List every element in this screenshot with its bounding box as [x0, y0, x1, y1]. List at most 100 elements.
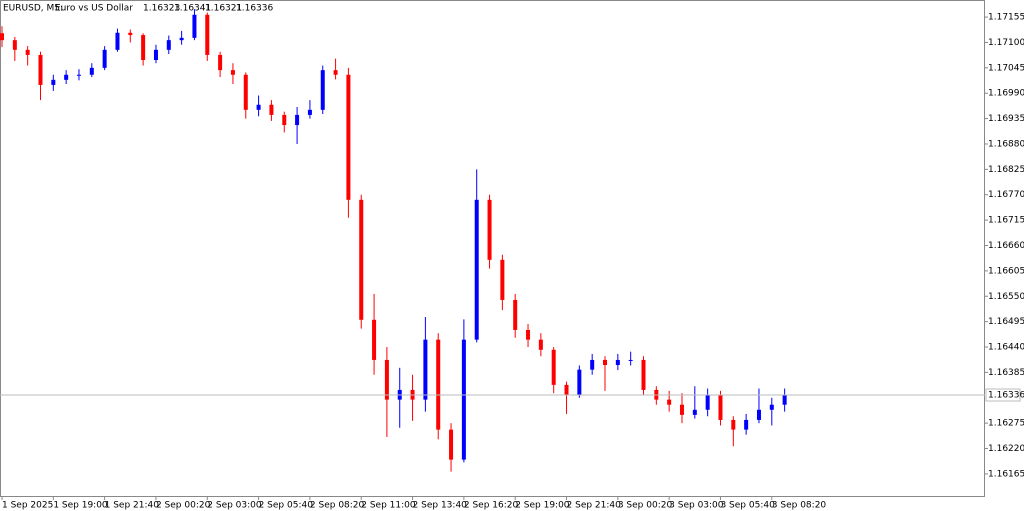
candle-body: [577, 369, 582, 396]
candle-body: [179, 37, 184, 41]
candle-body: [705, 395, 710, 410]
last-close: 1.16336: [236, 4, 273, 14]
candle-body: [436, 339, 441, 430]
candle-body: [295, 114, 300, 126]
candle-body: [102, 49, 107, 68]
candle-body: [0, 33, 4, 41]
candle-body: [590, 359, 595, 370]
y-tick-label: 1.16825: [988, 165, 1024, 175]
price-label: 1.16336: [988, 391, 1024, 401]
x-tick-label: 2 Sep 21:40: [567, 501, 622, 511]
x-tick-label: 3 Sep 00:20: [618, 501, 673, 511]
candle-body: [782, 395, 787, 405]
y-tick-label: 1.17155: [988, 13, 1024, 23]
last-open: 1.16323: [143, 4, 180, 14]
candle-body: [731, 419, 736, 430]
y-tick-label: 1.16495: [988, 317, 1024, 327]
candle-body: [76, 74, 81, 76]
candle-body: [756, 409, 761, 420]
y-tick-label: 1.16385: [988, 368, 1024, 378]
candle-body: [744, 419, 749, 430]
candle-body: [461, 339, 466, 460]
candle-body: [474, 199, 479, 340]
candle-body: [423, 339, 428, 400]
y-tick-label: 1.16220: [988, 444, 1024, 454]
candle-body: [641, 359, 646, 390]
x-tick-label: 3 Sep 08:20: [772, 501, 827, 511]
y-tick-label: 1.16440: [988, 343, 1024, 353]
candle-body: [307, 109, 312, 115]
y-tick-label: 1.16715: [988, 216, 1024, 226]
candle-body: [141, 35, 146, 60]
candle-body: [320, 70, 325, 110]
candle-body: [538, 339, 543, 350]
candle-body: [25, 49, 30, 55]
candle-body: [718, 395, 723, 420]
candle-body: [487, 199, 492, 260]
candle-body: [115, 32, 120, 50]
candle-body: [269, 104, 274, 115]
x-tick-label: 2 Sep 00:20: [156, 501, 211, 511]
y-tick-label: 1.16935: [988, 114, 1024, 124]
y-tick-label: 1.17100: [988, 38, 1024, 48]
x-tick-label: 2 Sep 11:00: [361, 501, 416, 511]
plot-frame: [0, 0, 985, 497]
candle-body: [692, 409, 697, 415]
y-tick-label: 1.16770: [988, 190, 1024, 200]
x-tick-label: 1 Sep 2025: [2, 501, 53, 511]
x-tick-label: 2 Sep 03:00: [207, 501, 262, 511]
candle-body: [564, 384, 569, 396]
x-tick-label: 2 Sep 13:40: [413, 501, 468, 511]
candle-body: [192, 14, 197, 38]
candle-body: [346, 74, 351, 200]
candle-body: [359, 199, 364, 320]
y-tick-label: 1.16165: [988, 469, 1024, 479]
candle-body: [667, 399, 672, 405]
candle-body: [256, 104, 261, 110]
candle-body: [51, 79, 56, 85]
candle-body: [243, 74, 248, 110]
x-tick-label: 3 Sep 05:40: [720, 501, 775, 511]
x-tick-label: 1 Sep 19:00: [53, 501, 108, 511]
candle-body: [603, 359, 608, 366]
y-tick-label: 1.16275: [988, 419, 1024, 429]
last-low: 1.16321: [205, 4, 242, 14]
y-tick-label: 1.16660: [988, 241, 1024, 251]
candle-body: [153, 49, 158, 60]
candle-body: [679, 404, 684, 415]
candle-body: [500, 259, 505, 300]
candle-body: [205, 14, 210, 55]
candle-body: [449, 429, 454, 460]
candle-body: [89, 67, 94, 75]
x-tick-label: 3 Sep 03:00: [669, 501, 724, 511]
price-label-box: [985, 388, 1021, 402]
candle-body: [12, 40, 17, 50]
candle-body: [218, 54, 223, 71]
candle-body: [384, 359, 389, 400]
candle-body: [38, 54, 43, 85]
candle-body: [551, 349, 556, 385]
x-tick-label: 2 Sep 16:20: [464, 501, 519, 511]
x-tick-label: 2 Sep 05:40: [259, 501, 314, 511]
candle-body: [769, 404, 774, 410]
y-tick-label: 1.16550: [988, 292, 1024, 302]
candle-body: [230, 70, 235, 75]
y-tick-label: 1.16605: [988, 266, 1024, 276]
candle-body: [372, 319, 377, 360]
y-tick-label: 1.17045: [988, 63, 1024, 73]
candle-body: [166, 40, 171, 50]
x-tick-label: 2 Sep 08:20: [310, 501, 365, 511]
candle-body: [615, 359, 620, 366]
candle-body: [333, 70, 338, 75]
y-tick-label: 1.16880: [988, 139, 1024, 149]
x-tick-label: 1 Sep 21:40: [105, 501, 160, 511]
candle-body: [526, 329, 531, 340]
candle-body: [282, 114, 287, 126]
last-high: 1.16341: [174, 4, 211, 14]
chart-title: EURUSD, M5:: [3, 4, 63, 14]
chart-description: Euro vs US Dollar: [55, 4, 133, 14]
candle-body: [64, 74, 69, 80]
candle-body: [128, 32, 133, 36]
